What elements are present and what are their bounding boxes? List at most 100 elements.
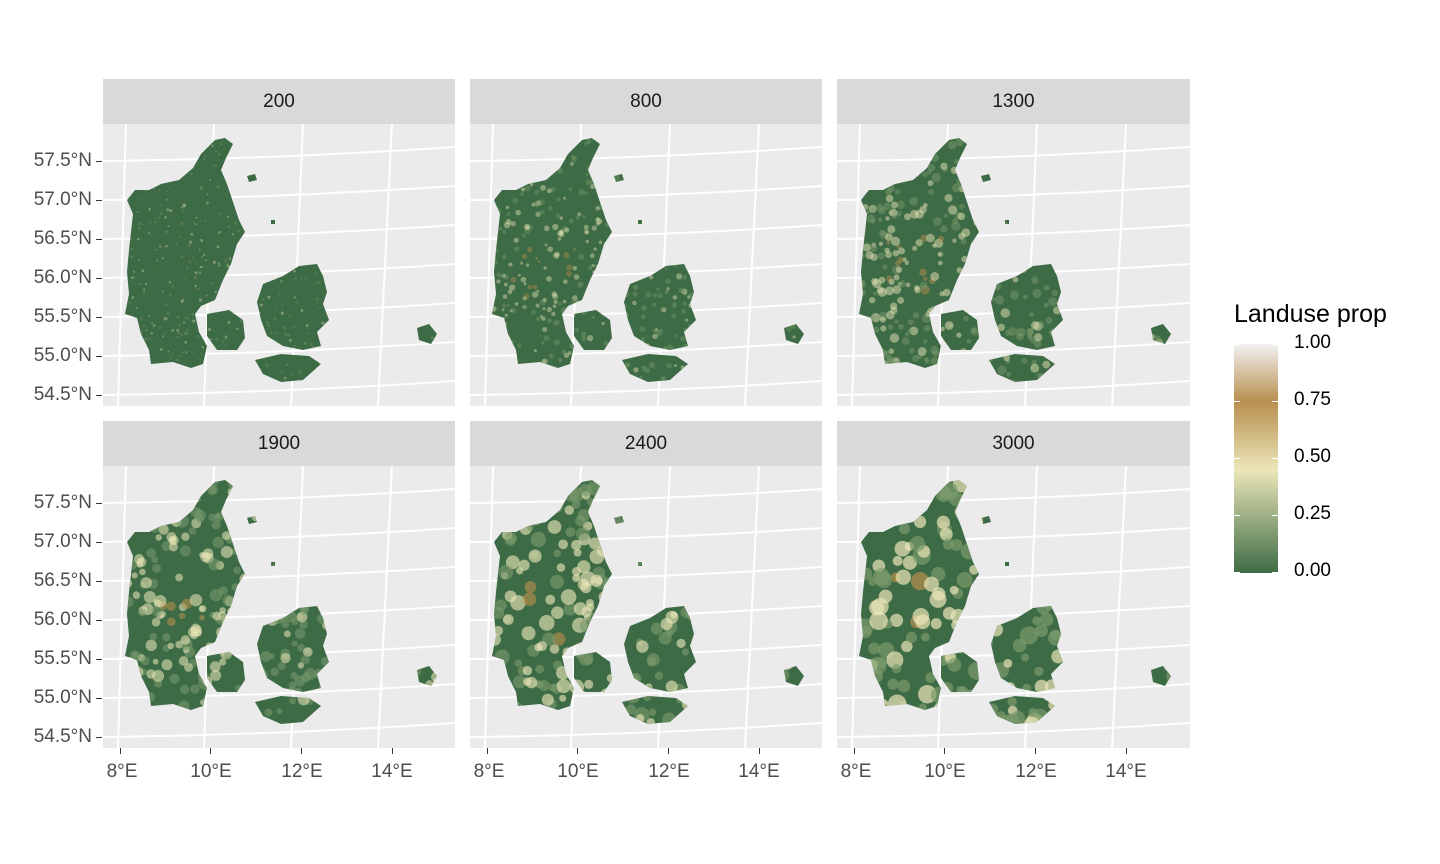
map-panel-800 [470,124,822,406]
landuse-cell [365,636,374,645]
landuse-cell [267,243,270,246]
landuse-cell [648,567,657,576]
landuse-cell [872,291,878,296]
landuse-cell [882,264,888,270]
landuse-cell [792,366,798,372]
landuse-cell [586,480,595,482]
landuse-cell [150,332,153,335]
landuse-cell [904,213,911,221]
landuse-cell [615,581,628,593]
landuse-cell [242,268,245,271]
landuse-cell [560,229,564,234]
landuse-cell [492,203,497,209]
landuse-cell [929,277,936,285]
landuse-cell [336,718,347,724]
landuse-cell [528,364,534,370]
landuse-cell [1043,577,1052,587]
landuse-cell [624,383,627,386]
landuse-cell [566,271,572,277]
landuse-cell [617,541,631,555]
landuse-cell [526,224,534,231]
landuse-cell [795,616,804,631]
landuse-cell [182,298,185,301]
landuse-cell [213,512,224,522]
landuse-cell [681,194,687,200]
landuse-cell [914,285,920,291]
landuse-cell [888,348,895,355]
landuse-cell [175,573,184,582]
landuse-cell [215,337,219,341]
landuse-cell [136,210,139,213]
landuse-cell [805,332,808,335]
landuse-cell [756,596,768,608]
landuse-cell [1006,260,1016,271]
landuse-cell [298,370,302,374]
landuse-cell [585,138,592,145]
landmass [492,480,804,724]
landuse-cell [318,242,322,246]
landuse-cell [495,208,502,215]
landuse-cell [716,544,729,558]
landuse-cell [433,205,436,208]
landuse-cell [931,172,941,183]
landuse-cell [1009,290,1020,300]
landuse-cell [194,480,207,488]
landuse-cell [288,484,296,493]
y-tick [96,659,102,660]
landuse-cell [337,615,347,625]
landuse-cell [188,527,197,535]
landuse-cell [254,153,257,156]
landuse-cell [886,355,894,363]
landuse-cell [168,280,172,284]
landuse-cell [126,142,130,146]
landuse-cell [1096,250,1105,259]
landuse-cell [502,377,506,381]
landuse-cell [661,307,667,313]
landuse-cell [362,165,366,169]
landuse-cell [1156,315,1161,320]
landuse-cell [494,599,507,612]
landuse-cell [715,335,722,341]
landuse-cell [996,383,1001,388]
landuse-cell [690,138,698,146]
landuse-cell [279,358,282,361]
landuse-cell [129,223,133,227]
landuse-cell [787,328,792,333]
landuse-cell [643,234,650,241]
landuse-cell [739,248,745,253]
landuse-cell [1150,227,1158,235]
landuse-cell [1096,697,1110,712]
landuse-cell [439,242,442,245]
landuse-cell [622,175,627,181]
landuse-cell [743,181,748,186]
landuse-cell [433,670,437,682]
landuse-cell [955,138,965,147]
landuse-cell [255,271,258,274]
landuse-cell [686,259,691,264]
landuse-cell [308,538,316,546]
landuse-cell [302,647,313,657]
landuse-cell [723,666,737,680]
landuse-cell [989,170,998,179]
landuse-cell [194,284,197,288]
landuse-cell [1096,712,1109,724]
landuse-cell [730,589,743,602]
landuse-cell [331,278,334,282]
landuse-cell [573,548,582,557]
landuse-cell [321,552,328,560]
landuse-cell [143,590,156,604]
landuse-cell [577,706,589,718]
landuse-cell [625,704,636,715]
parallel-gridline [103,722,455,738]
landuse-cell [219,212,222,216]
landuse-cell [1062,601,1078,617]
landuse-cell [890,177,898,185]
landuse-cell [902,383,906,387]
landuse-cell [552,632,566,646]
landuse-cell [369,480,377,482]
landuse-cell [867,180,877,189]
landuse-cell [802,232,804,237]
landuse-cell [901,138,910,142]
landuse-cell [178,235,181,238]
landuse-cell [564,487,579,502]
